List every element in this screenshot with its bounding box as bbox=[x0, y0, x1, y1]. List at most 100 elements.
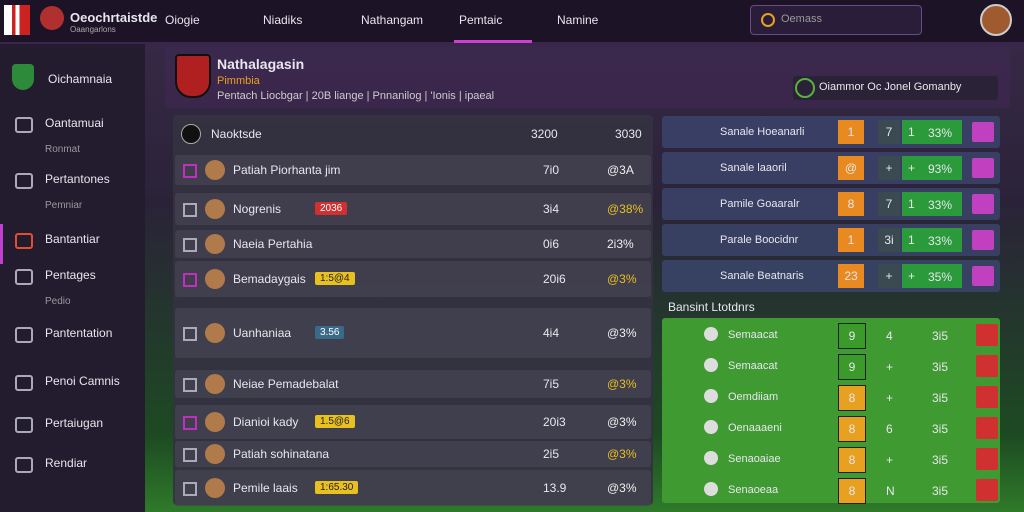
action-icon[interactable] bbox=[972, 266, 994, 286]
row-icon bbox=[183, 327, 197, 341]
team-icon bbox=[704, 451, 718, 465]
team-name: Senaoaiae bbox=[728, 453, 781, 465]
sidebar-item[interactable]: Bantantiar bbox=[45, 232, 100, 246]
action-icon[interactable] bbox=[976, 417, 998, 439]
stat: @38% bbox=[607, 202, 644, 216]
position-box: 8 bbox=[838, 192, 864, 216]
table-row[interactable]: Patiah Piorhanta jim 7i0 @3A bbox=[175, 155, 651, 185]
position-box: 23 bbox=[838, 264, 864, 288]
search-box[interactable]: Oemass bbox=[750, 5, 922, 35]
team-name: Sanale Beatnaris bbox=[720, 270, 804, 282]
form-box: 3i bbox=[878, 228, 900, 252]
sidebar-item[interactable]: Pemniar bbox=[45, 200, 83, 211]
table-row[interactable]: Patiah sohinatana 2i5 @3% bbox=[175, 441, 651, 467]
sidebar-icon bbox=[15, 233, 33, 249]
player-name: Nogrenis bbox=[233, 202, 282, 216]
sidebar-icon bbox=[15, 269, 33, 285]
stat: @3% bbox=[607, 326, 637, 340]
team-name: Sanale laaoril bbox=[720, 162, 787, 174]
stat: @3A bbox=[607, 163, 634, 177]
stat: 20i6 bbox=[543, 272, 566, 286]
team-name: Semaacat bbox=[728, 329, 778, 341]
action-icon[interactable] bbox=[976, 324, 998, 346]
action-icon[interactable] bbox=[976, 479, 998, 501]
dropdown-text: Oiammor Oc Jonel Gomanby bbox=[819, 81, 962, 93]
stat-pct: 93% bbox=[928, 162, 953, 176]
score-box: 8 bbox=[838, 385, 866, 411]
nav-item[interactable]: Pemtaic bbox=[459, 13, 503, 27]
stat-box: 1 bbox=[902, 228, 962, 252]
stat: 3i5 bbox=[932, 484, 949, 498]
brand: Oeochrtaistde bbox=[70, 10, 158, 25]
action-icon[interactable] bbox=[976, 355, 998, 377]
rating-badge: 3.56 bbox=[315, 326, 345, 339]
column-header: 3200 bbox=[531, 127, 558, 141]
stat: 2i5 bbox=[543, 447, 560, 461]
stat: N bbox=[886, 484, 895, 498]
rating-badge: 1:5@4 bbox=[315, 272, 355, 285]
nav-item[interactable]: Namine bbox=[557, 13, 599, 27]
sidebar-icon bbox=[15, 457, 33, 473]
sidebar-item[interactable]: Rendiar bbox=[45, 456, 88, 470]
table-row[interactable]: Neiae Pemadebalat 7i5 @3% bbox=[175, 370, 651, 398]
sidebar-item[interactable]: Ronmat bbox=[45, 144, 81, 155]
stat: 0i6 bbox=[543, 237, 560, 251]
player-photo bbox=[205, 374, 225, 394]
team-name: Pamile Goaaralr bbox=[720, 198, 800, 210]
table-row[interactable]: Uanhaniaa 3.56 4i4 @3% bbox=[175, 308, 651, 358]
standings-row[interactable]: Sanale Hoeanarli 1 7 1 33% bbox=[662, 116, 1000, 148]
team-name: Oemdiiam bbox=[728, 391, 779, 403]
team-icon bbox=[704, 389, 718, 403]
stat-pct: 33% bbox=[928, 126, 953, 140]
nav-item[interactable]: Nathangam bbox=[361, 13, 424, 27]
row-icon bbox=[183, 273, 197, 287]
action-icon[interactable] bbox=[972, 194, 994, 214]
club-badge bbox=[175, 54, 211, 98]
stat: 3i5 bbox=[932, 329, 949, 343]
standings-row[interactable]: Parale Boocidnr 1 3i 1 33% bbox=[662, 224, 1000, 256]
sidebar-item[interactable]: Pedio bbox=[45, 296, 71, 307]
sidebar-icon bbox=[15, 173, 33, 189]
nav-item[interactable]: Niadiks bbox=[263, 13, 303, 27]
stat: 3i4 bbox=[543, 202, 560, 216]
stat: + bbox=[886, 453, 894, 467]
player-name: Patiah Piorhanta jim bbox=[233, 163, 341, 177]
action-icon[interactable] bbox=[972, 230, 994, 250]
action-icon[interactable] bbox=[972, 158, 994, 178]
table-row[interactable]: Nogrenis 2036 3i4 @38% bbox=[175, 193, 651, 225]
stat: @3% bbox=[607, 272, 637, 286]
dropdown[interactable]: Oiammor Oc Jonel Gomanby bbox=[793, 76, 998, 100]
sidebar-item[interactable]: Pertantones bbox=[45, 172, 110, 186]
sidebar-item[interactable]: Oantamuai bbox=[45, 116, 104, 130]
stat-pct: 33% bbox=[928, 198, 953, 212]
rating-badge: 1.5@6 bbox=[315, 415, 355, 428]
table-row[interactable]: Dianioi kady 1.5@6 20i3 @3% bbox=[175, 405, 651, 439]
nav-item[interactable]: Oiogie bbox=[165, 13, 200, 27]
stat: 4i4 bbox=[543, 326, 560, 340]
sidebar-item[interactable]: Pertaiugan bbox=[45, 416, 104, 430]
standings-row[interactable]: Pamile Goaaralr 8 7 1 33% bbox=[662, 188, 1000, 220]
table-row[interactable]: Bemadaygais 1:5@4 20i6 @3% bbox=[175, 261, 651, 297]
team-name: Parale Boocidnr bbox=[720, 234, 799, 246]
action-icon[interactable] bbox=[976, 386, 998, 408]
sidebar-item[interactable]: Pentages bbox=[45, 268, 96, 282]
table-row[interactable]: Naeia Pertahia 0i6 2i3% bbox=[175, 230, 651, 258]
player-photo bbox=[205, 234, 225, 254]
user-avatar[interactable] bbox=[980, 4, 1012, 36]
sidebar-item[interactable]: Penoi Camnis bbox=[45, 374, 120, 388]
club-header: Nathalagasin Pimmbia Pentach Liocbgar | … bbox=[165, 46, 1010, 108]
row-icon bbox=[183, 416, 197, 430]
stat: @3% bbox=[607, 447, 637, 461]
team-name: Oenaaaeni bbox=[728, 422, 782, 434]
score-box: 8 bbox=[838, 478, 866, 504]
table-row[interactable]: Pemile laais 1:65.30 13.9 @3% bbox=[175, 470, 651, 506]
standings-row[interactable]: Sanale Beatnaris 23 + +35% bbox=[662, 260, 1000, 292]
action-icon[interactable] bbox=[976, 448, 998, 470]
action-icon[interactable] bbox=[972, 122, 994, 142]
player-photo bbox=[205, 444, 225, 464]
player-photo bbox=[205, 412, 225, 432]
standings-row[interactable]: Sanale laaoril @ + +93% bbox=[662, 152, 1000, 184]
stat: 2i3% bbox=[607, 237, 634, 251]
club-title: Nathalagasin bbox=[217, 56, 305, 72]
sidebar-item[interactable]: Pantentation bbox=[45, 326, 113, 340]
